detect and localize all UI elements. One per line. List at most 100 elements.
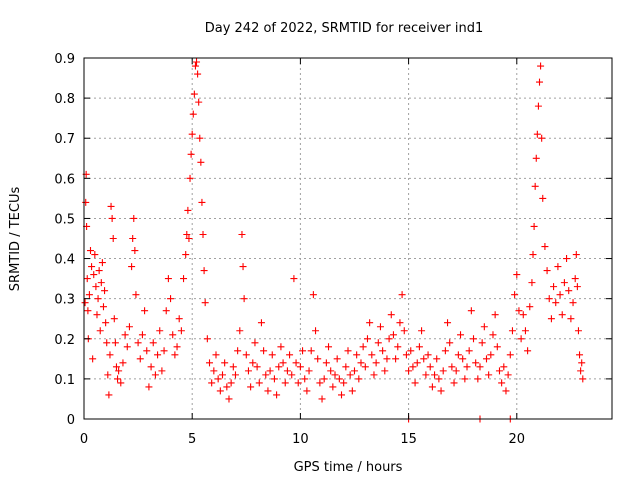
data-point [565,287,573,295]
data-point [270,375,278,383]
data-point [223,383,231,391]
data-point [95,267,103,275]
data-point [521,327,529,335]
data-point [322,359,330,367]
data-point [132,291,140,299]
data-point [81,299,89,307]
data-point [103,339,111,347]
y-tick-label: 0.3 [54,293,75,308]
data-point [131,247,139,255]
data-point [151,371,159,379]
data-point [381,367,389,375]
data-point [506,351,514,359]
data-point [227,379,235,387]
data-point [86,247,94,255]
data-point [383,355,391,363]
data-point [543,267,551,275]
data-point [125,323,133,331]
y-tick-label: 0.4 [54,253,75,268]
data-point [119,359,127,367]
data-point [396,319,404,327]
data-point [470,335,478,343]
data-point [415,343,423,351]
data-point [531,182,539,190]
x-tick-label: 5 [188,432,196,447]
y-tick-label: 0.7 [54,132,75,147]
data-point [264,387,272,395]
data-point [216,387,224,395]
data-point [467,307,475,315]
data-point [294,379,302,387]
data-point [210,367,218,375]
data-point [154,351,162,359]
data-point [262,371,270,379]
data-point [169,331,177,339]
data-point [387,311,395,319]
data-point [487,351,495,359]
data-point [325,343,333,351]
data-point [545,295,553,303]
data-point [420,355,428,363]
data-point [171,351,179,359]
data-point [110,315,118,323]
data-point [195,98,203,106]
data-point [418,327,426,335]
data-point [385,335,393,343]
data-point [191,62,199,70]
data-point [368,351,376,359]
data-point [84,307,92,315]
data-point [208,379,216,387]
data-point [299,347,307,355]
data-point [117,379,125,387]
data-point [89,355,97,363]
data-point [379,347,387,355]
data-point [189,110,197,118]
data-point [115,367,123,375]
data-point [359,343,367,351]
data-point [136,355,144,363]
data-point [214,375,222,383]
data-point [329,383,337,391]
data-point [138,331,146,339]
data-point [147,363,155,371]
x-tick-label: 0 [80,432,88,447]
data-point [242,351,250,359]
data-point [292,359,300,367]
y-tick-label: 0.2 [54,333,75,348]
data-point [409,363,417,371]
data-point [411,379,419,387]
data-point [162,307,170,315]
data-point [309,291,317,299]
data-point [574,327,582,335]
data-point [180,275,188,283]
data-point [344,347,352,355]
data-point [335,375,343,383]
data-point [253,363,261,371]
data-point [576,351,584,359]
data-point [175,315,183,323]
data-point [465,347,473,355]
x-axis-label: GPS time / hours [294,460,403,475]
data-point [450,379,458,387]
data-point [452,367,460,375]
data-point [474,375,482,383]
data-point [193,58,201,66]
data-point [290,275,298,283]
data-point [563,255,571,263]
data-point [392,355,400,363]
data-point [539,194,547,202]
data-point [94,295,102,303]
data-point [342,363,350,371]
data-point [129,235,137,242]
data-point [355,375,363,383]
data-point [446,339,454,347]
data-point [91,251,99,259]
data-point [361,363,369,371]
data-point [109,235,117,242]
data-point [96,327,104,335]
data-point [316,379,324,387]
data-point [560,279,568,287]
data-point [530,222,538,230]
data-point [197,158,205,166]
data-point [301,375,309,383]
